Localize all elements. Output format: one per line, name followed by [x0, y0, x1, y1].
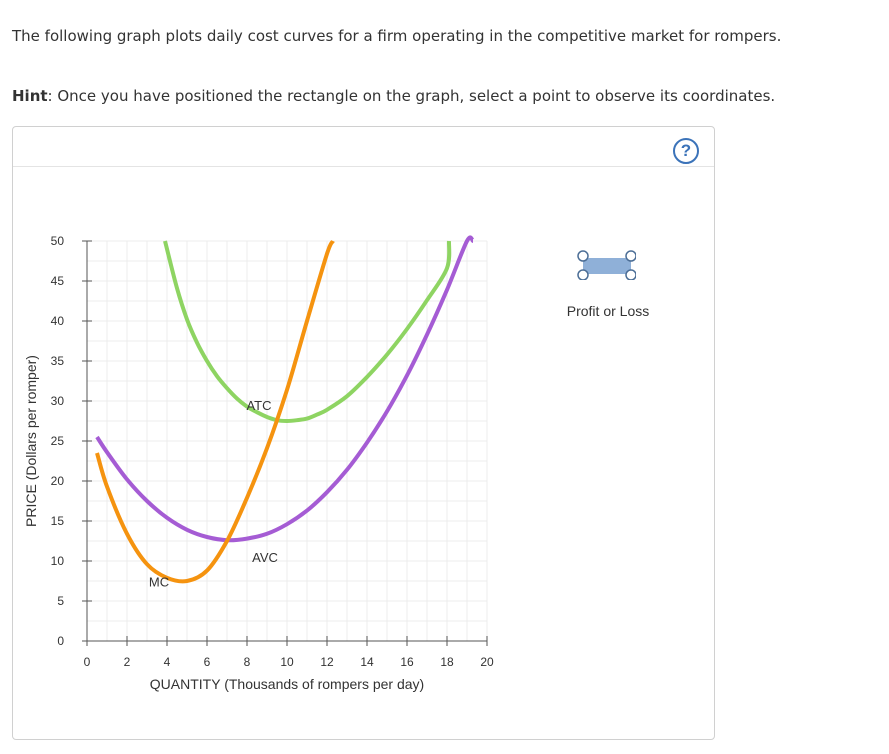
y-tick-label: 50: [51, 234, 65, 248]
y-tick-label: 45: [51, 274, 65, 288]
x-tick-label: 14: [360, 655, 374, 669]
y-tick-label: 40: [51, 314, 65, 328]
grid: [86, 240, 488, 642]
y-tick-label: 20: [51, 474, 65, 488]
profit-loss-label: Profit or Loss: [566, 303, 650, 319]
profit-loss-rectangle-tool[interactable]: [576, 250, 637, 281]
panel-divider: [13, 166, 714, 167]
atc-label: ATC: [246, 398, 271, 413]
mc-curve: [95, 239, 335, 584]
y-tick-label: 5: [57, 594, 64, 608]
x-tick-label: 16: [400, 655, 414, 669]
rectangle-handle-bottom-right: [625, 269, 637, 281]
x-tick-label: 18: [440, 655, 454, 669]
x-tick-label: 8: [244, 655, 251, 669]
help-icon[interactable]: ?: [673, 138, 699, 164]
avc-curve: [95, 235, 475, 543]
x-tick-label: 0: [84, 655, 91, 669]
y-tick-label: 35: [51, 354, 65, 368]
rectangle-handle-top-right: [625, 250, 637, 262]
profit-loss-rectangle-icon: [583, 258, 631, 274]
y-tick-label: 25: [51, 434, 65, 448]
x-tick-label: 10: [280, 655, 294, 669]
rectangle-handle-bottom-left: [577, 269, 589, 281]
x-tick-label: 4: [164, 655, 171, 669]
curves: [95, 235, 475, 584]
y-axis-label: PRICE (Dollars per romper): [23, 355, 39, 527]
atc-curve: [163, 240, 452, 423]
x-tick-label: 12: [320, 655, 334, 669]
axes: 0 2 4 6 8 10 12 14 16 18 20 0 5 10 15 20 25 30 35 40 45 50: [51, 234, 494, 669]
x-tick-label: 6: [204, 655, 211, 669]
hint-label: Hint: [12, 87, 48, 105]
x-axis-label: QUANTITY (Thousands of rompers per day): [150, 676, 424, 692]
avc-label: AVC: [252, 550, 278, 565]
y-tick-label: 0: [57, 634, 64, 648]
hint-body: : Once you have positioned the rectangle…: [47, 87, 776, 105]
rectangle-handle-top-left: [577, 250, 589, 262]
x-tick-label: 20: [480, 655, 494, 669]
y-tick-label: 10: [51, 554, 65, 568]
intro-text: The following graph plots daily cost cur…: [12, 27, 782, 45]
mc-label: MC: [149, 575, 169, 590]
graph-panel: [12, 126, 715, 740]
y-tick-label: 30: [51, 394, 65, 408]
y-tick-label: 15: [51, 514, 65, 528]
x-tick-label: 2: [124, 655, 131, 669]
curve-labels: ATC AVC MC: [149, 398, 278, 590]
hint-text: Hint: Once you have positioned the recta…: [12, 87, 775, 105]
